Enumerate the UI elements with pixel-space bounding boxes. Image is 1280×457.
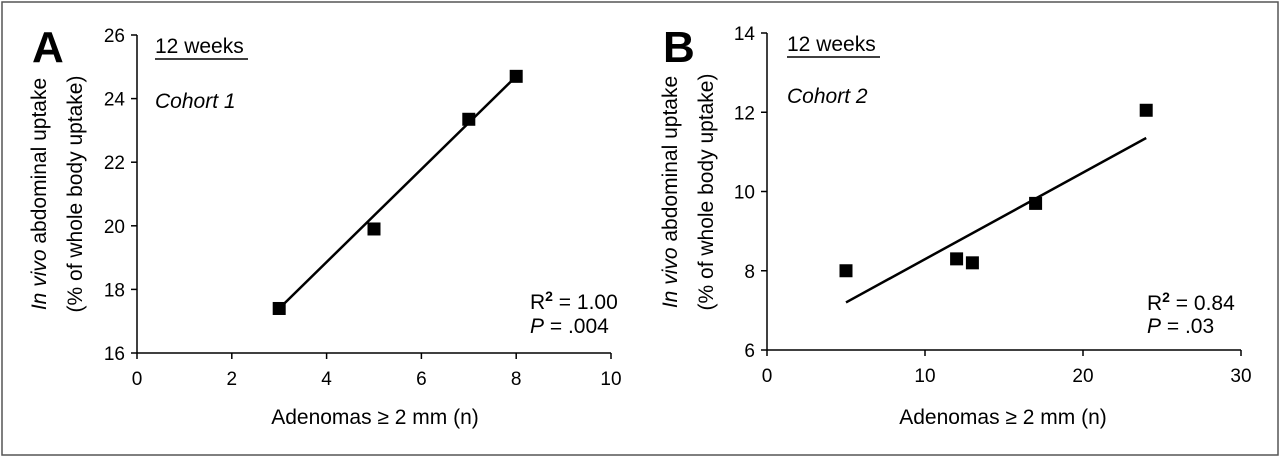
p-value-a: P = .004: [530, 315, 609, 338]
p-value-a-prefix: P: [530, 315, 544, 338]
x-tick-label-a: 10: [600, 369, 621, 390]
y-tick-label-a: 18: [104, 280, 125, 301]
duration-label-b: 12 weeks: [787, 33, 876, 56]
y-tick-label-b: 6: [744, 341, 755, 362]
r-squared-a: R2 = 1.00: [530, 288, 618, 314]
x-tick-label-a: 2: [227, 369, 238, 390]
svg-text:In vivo abdominal uptake: In vivo abdominal uptake: [28, 78, 51, 310]
y-axis-title-a: In vivo abdominal uptake (% of whole bod…: [28, 76, 87, 313]
x-tick-label-b: 30: [1230, 366, 1251, 387]
data-point-a: [367, 222, 381, 236]
data-point-b: [965, 256, 979, 270]
r-squared-a-value: = 1.00: [553, 291, 618, 314]
panel-letter-a: A: [32, 23, 64, 72]
cohort-label-b: Cohort 2: [787, 85, 868, 108]
y-tick-label-a: 26: [104, 26, 125, 47]
y-tick-label-b: 12: [734, 103, 755, 124]
data-point-a: [462, 112, 476, 126]
x-tick-label-b: 10: [914, 366, 935, 387]
p-value-a-value: = .004: [544, 315, 609, 338]
data-point-b: [839, 264, 853, 278]
x-axis-title-a: Adenomas ≥ 2 mm (n): [271, 406, 479, 429]
y-tick-label-a: 20: [104, 217, 125, 238]
x-tick-label-b: 0: [762, 366, 773, 387]
x-tick-label-a: 6: [416, 369, 427, 390]
y-tick-label-b: 14: [734, 24, 756, 45]
r-squared-b-value: = 0.84: [1170, 292, 1235, 315]
y-axis-title-a-italic: In vivo: [28, 249, 51, 310]
y-tick-label-a: 24: [104, 90, 126, 111]
x-tick-label-b: 20: [1072, 366, 1093, 387]
y-axis-title-a-rest: abdominal uptake: [28, 78, 51, 250]
y-axis-title-b-italic: In vivo: [659, 247, 682, 308]
panel-a: A 12 weeks Cohort 1 In vivo abdominal up…: [28, 23, 622, 429]
r-squared-a-prefix: R: [530, 291, 545, 314]
duration-label-a: 12 weeks: [155, 35, 244, 58]
r-squared-b: R2 = 0.84: [1147, 289, 1235, 315]
panel-b: B 12 weeks Cohort 2 In vivo abdominal up…: [659, 23, 1252, 429]
y-tick-label-a: 22: [104, 153, 125, 174]
p-value-b: P = .03: [1147, 315, 1214, 338]
x-axis-title-b: Adenomas ≥ 2 mm (n): [899, 406, 1107, 429]
svg-text:In vivo abdominal uptake: In vivo abdominal uptake: [659, 76, 682, 308]
regression-line-b: [845, 136, 1147, 304]
y-axis-title-a-line2: (% of whole body uptake): [64, 76, 87, 313]
y-axis-title-b-line2: (% of whole body uptake): [695, 74, 718, 311]
panel-letter-b: B: [663, 23, 695, 72]
x-tick-label-a: 8: [511, 369, 522, 390]
y-tick-label-a: 16: [104, 344, 125, 365]
data-point-b: [1139, 103, 1153, 117]
p-value-b-prefix: P: [1147, 315, 1161, 338]
data-point-a: [272, 301, 286, 315]
cohort-label-a: Cohort 1: [155, 90, 236, 113]
data-point-a: [509, 69, 523, 83]
y-tick-label-b: 10: [734, 183, 755, 204]
x-tick-label-a: 0: [132, 369, 143, 390]
regression-line-a: [278, 75, 518, 310]
y-tick-label-b: 8: [744, 262, 755, 283]
r-squared-b-sup: 2: [1162, 289, 1170, 305]
data-point-b: [950, 252, 964, 266]
y-axis-title-b-rest: abdominal uptake: [659, 76, 682, 248]
y-axis-title-b: In vivo abdominal uptake (% of whole bod…: [659, 74, 718, 311]
p-value-b-value: = .03: [1161, 315, 1214, 338]
x-tick-label-a: 4: [321, 369, 332, 390]
r-squared-b-prefix: R: [1147, 292, 1162, 315]
plot-area-b: 0 10 20 30 6 8 10 12 14: [734, 24, 1252, 387]
r-squared-a-sup: 2: [545, 288, 553, 304]
data-point-b: [1029, 196, 1043, 210]
